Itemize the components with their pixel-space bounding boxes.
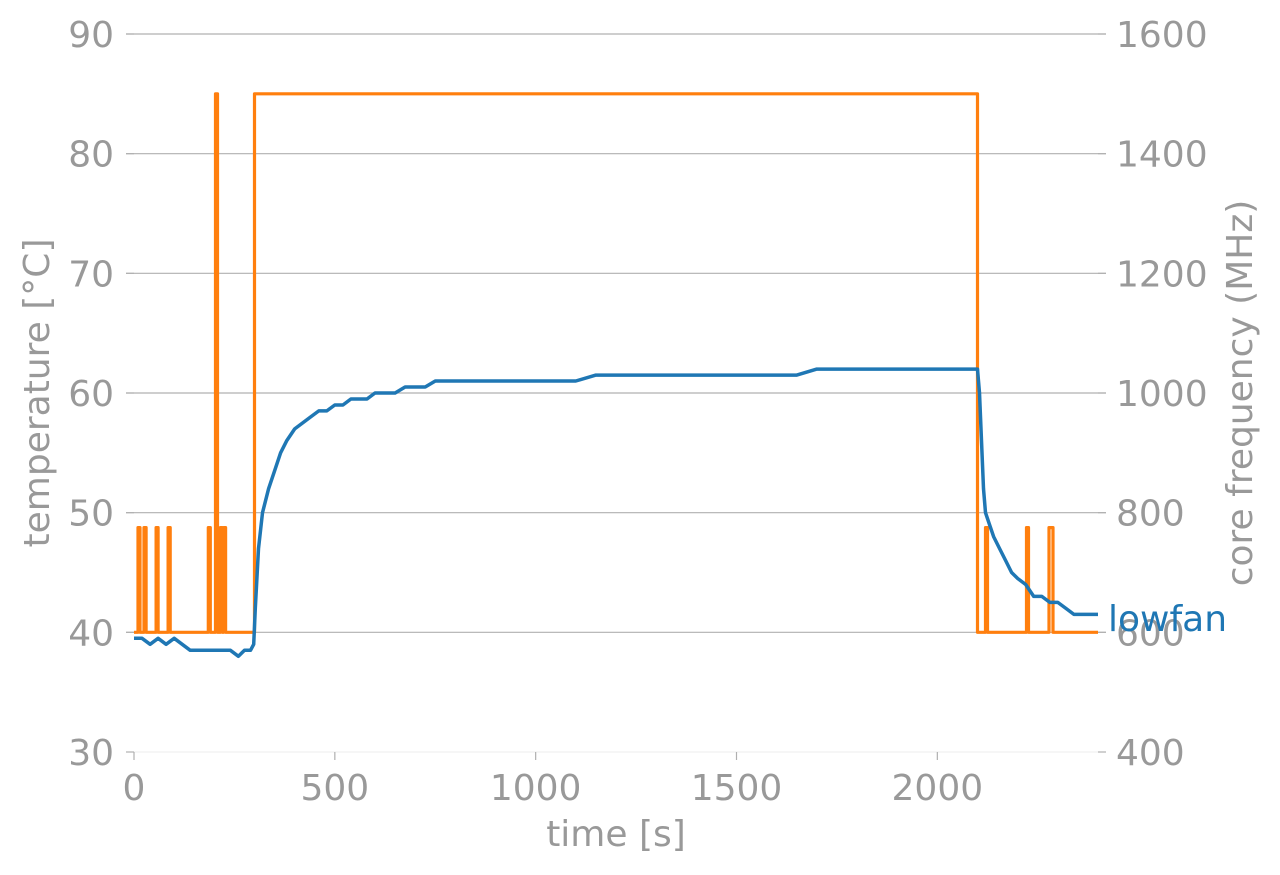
axes [126,33,1106,760]
y-axis-title-left: temperature [°C] [17,239,58,548]
y-axis-title-right: core frequency (MHz) [1220,200,1261,587]
x-tick-label: 1500 [691,768,783,809]
y-tick-label-right: 400 [1116,733,1185,774]
y-tick-label-left: 60 [68,374,114,415]
tick-labels: 30 40 50 60 70 80 90 400 600 800 1000 1200 1400 1600 0… [68,15,1207,809]
y-tick-label-left: 30 [68,733,114,774]
x-tick-label: 0 [123,768,146,809]
temperature-line [134,367,1098,659]
x-tick-label: 2000 [892,768,984,809]
y-tick-label-left: 70 [68,254,114,295]
y-tick-label-right: 1200 [1116,254,1208,295]
x-tick-label: 500 [300,768,369,809]
frequency-line [134,92,1098,634]
x-axis-title: time [s] [546,814,686,855]
x-tick-label: 1000 [490,768,582,809]
y-tick-label-left: 90 [68,15,114,56]
y-tick-label-right: 800 [1116,494,1185,535]
y-tick-label-left: 40 [68,613,114,654]
y-tick-label-right: 600 [1116,613,1185,654]
y-tick-label-right: 1000 [1116,374,1208,415]
y-tick-label-left: 50 [68,494,114,535]
grid-lines [126,33,1106,633]
series-lines [134,92,1098,659]
series-label-lowfan: lowfan [1108,599,1227,640]
y-tick-label-right: 1400 [1116,135,1208,176]
y-tick-label-right: 1600 [1116,15,1208,56]
y-tick-label-left: 80 [68,135,114,176]
